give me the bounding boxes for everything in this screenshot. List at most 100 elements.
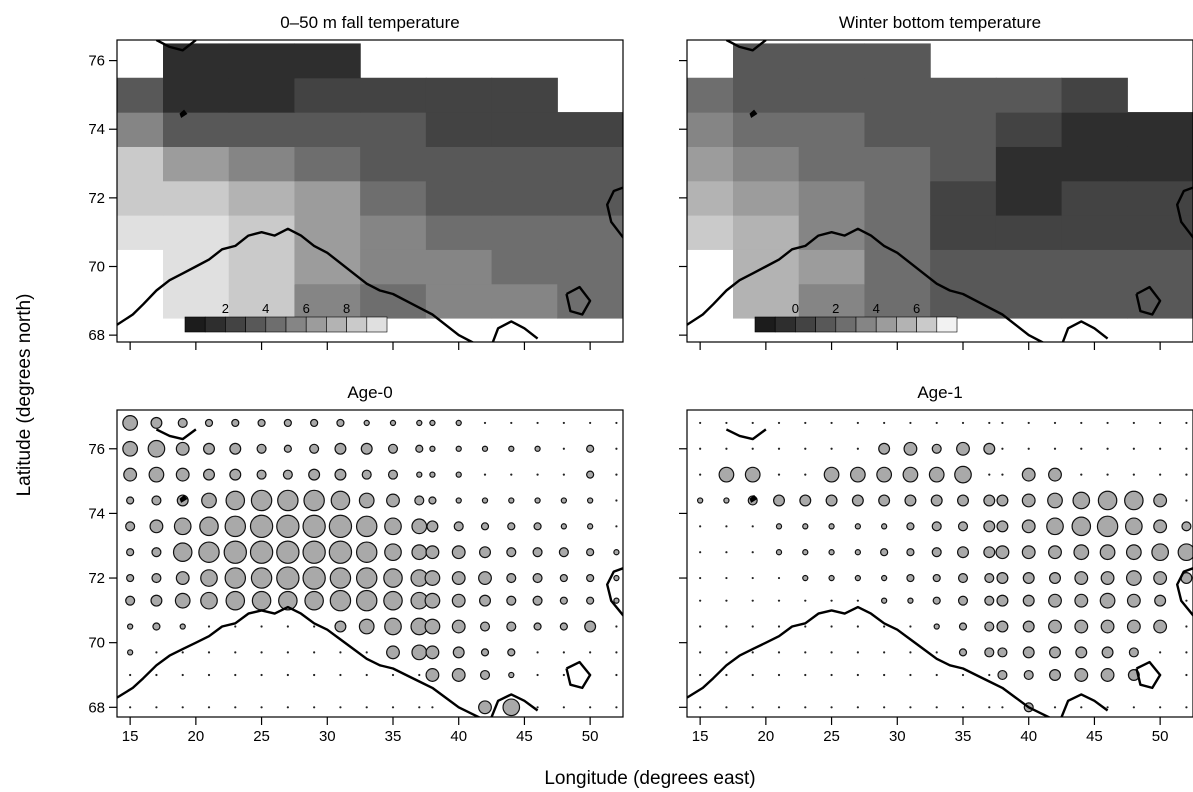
abundance-point bbox=[699, 525, 702, 528]
heat-cell bbox=[798, 77, 866, 113]
abundance-point bbox=[282, 469, 293, 480]
coastline bbox=[155, 428, 197, 441]
abundance-point bbox=[559, 596, 568, 605]
abundance-point bbox=[1074, 593, 1089, 608]
abundance-point bbox=[451, 571, 466, 585]
abundance-point bbox=[883, 651, 886, 654]
heat-cell bbox=[733, 112, 800, 147]
abundance-point bbox=[1151, 543, 1169, 562]
abundance-point bbox=[958, 648, 968, 657]
abundance-point bbox=[751, 673, 754, 677]
heat-cell bbox=[557, 180, 623, 216]
heat-cell bbox=[425, 146, 493, 182]
abundance-point bbox=[830, 599, 833, 602]
abundance-point bbox=[1159, 651, 1162, 654]
colorbar-tick-label: 8 bbox=[343, 301, 350, 316]
heat-cell bbox=[117, 77, 164, 113]
heat-cell bbox=[557, 249, 623, 285]
abundance-point bbox=[1080, 473, 1083, 476]
abundance-point bbox=[286, 673, 289, 677]
colorbar-swatch bbox=[225, 316, 246, 333]
heat-cell bbox=[930, 249, 997, 285]
abundance-point bbox=[256, 443, 267, 454]
heat-cell bbox=[228, 43, 296, 79]
abundance-point bbox=[431, 706, 434, 709]
abundance-point bbox=[1185, 447, 1188, 450]
abundance-point bbox=[1159, 421, 1162, 425]
abundance-point bbox=[586, 596, 595, 605]
abundance-point bbox=[854, 574, 862, 582]
coastline bbox=[725, 428, 767, 441]
colorbar-tick-label: 2 bbox=[222, 301, 229, 316]
abundance-point bbox=[455, 419, 462, 427]
abundance-point bbox=[1022, 572, 1035, 585]
y-tick-label: 72 bbox=[88, 570, 105, 587]
heat-cell bbox=[1061, 215, 1128, 250]
abundance-point bbox=[536, 473, 539, 476]
abundance-point bbox=[1185, 651, 1188, 654]
abundance-point bbox=[155, 706, 158, 709]
abundance-point bbox=[1001, 421, 1004, 425]
abundance-point bbox=[411, 518, 428, 535]
abundance-point bbox=[615, 473, 618, 476]
abundance-point bbox=[425, 668, 440, 682]
abundance-point bbox=[988, 706, 991, 709]
abundance-point bbox=[777, 625, 781, 628]
abundance-point bbox=[1048, 593, 1062, 608]
abundance-point bbox=[907, 597, 914, 604]
abundance-point bbox=[365, 673, 368, 677]
abundance-point bbox=[856, 447, 859, 450]
abundance-point bbox=[615, 706, 618, 709]
abundance-point bbox=[383, 590, 403, 611]
heat-cell bbox=[864, 249, 931, 285]
abundance-point bbox=[983, 546, 996, 559]
abundance-point bbox=[536, 421, 539, 425]
abundance-point bbox=[615, 625, 618, 628]
heat-cell bbox=[425, 215, 493, 250]
abundance-point bbox=[1132, 706, 1135, 709]
abundance-point bbox=[129, 706, 132, 709]
abundance-point bbox=[249, 514, 274, 539]
abundance-point bbox=[1153, 493, 1168, 508]
abundance-point bbox=[613, 549, 620, 556]
abundance-point bbox=[508, 497, 515, 504]
abundance-point bbox=[880, 597, 888, 604]
abundance-point bbox=[429, 419, 436, 427]
abundance-point bbox=[1185, 499, 1188, 502]
abundance-point bbox=[532, 595, 543, 606]
heat-cell bbox=[425, 112, 493, 147]
abundance-point bbox=[533, 622, 542, 631]
colorbar-swatch bbox=[815, 316, 837, 333]
abundance-point bbox=[506, 572, 517, 584]
abundance-point bbox=[699, 473, 702, 476]
bear-island bbox=[749, 494, 758, 503]
abundance-point bbox=[506, 595, 517, 606]
abundance-point bbox=[725, 551, 728, 554]
abundance-point bbox=[207, 651, 211, 654]
abundance-point bbox=[479, 621, 491, 632]
abundance-point bbox=[878, 494, 891, 507]
abundance-point bbox=[560, 523, 568, 530]
abundance-point bbox=[278, 590, 298, 611]
abundance-point bbox=[696, 497, 704, 504]
heat-cell bbox=[864, 112, 931, 147]
abundance-point bbox=[1126, 593, 1141, 608]
abundance-point bbox=[723, 497, 730, 504]
abundance-point bbox=[906, 522, 915, 531]
heat-cell bbox=[733, 146, 800, 182]
colorbar-swatch bbox=[305, 316, 327, 333]
abundance-point bbox=[586, 573, 595, 583]
abundance-point bbox=[201, 492, 217, 509]
heat-cell bbox=[930, 77, 997, 113]
heat-cell bbox=[294, 112, 361, 147]
bear-island bbox=[179, 494, 188, 503]
abundance-point bbox=[365, 651, 368, 654]
panel-2: 0 2 4 6 Winter bottom temperature bbox=[679, 13, 1193, 350]
abundance-point bbox=[416, 419, 423, 427]
abundance-point bbox=[584, 620, 597, 633]
abundance-point bbox=[411, 644, 428, 661]
abundance-point bbox=[234, 625, 237, 628]
panel-frame bbox=[686, 39, 1193, 343]
coastline bbox=[687, 605, 1052, 717]
heat-cell bbox=[1061, 249, 1128, 285]
